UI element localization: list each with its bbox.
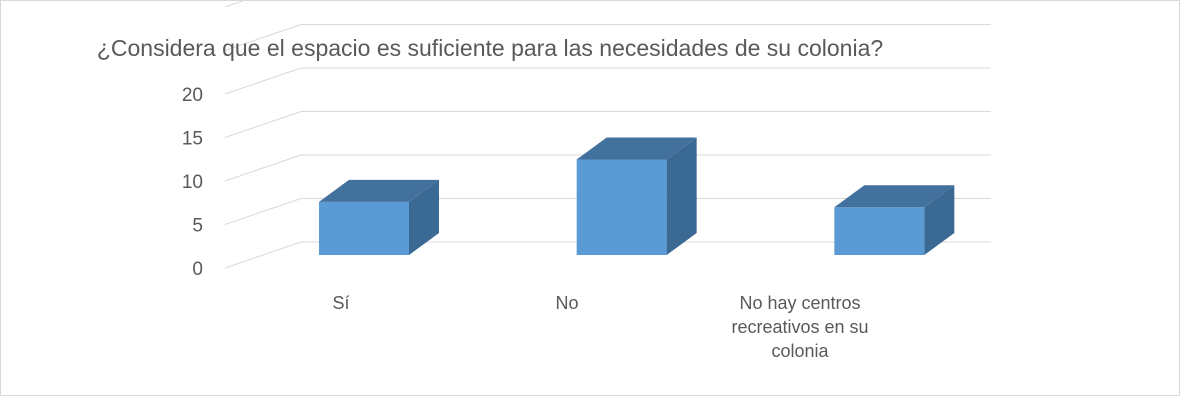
gridline-diagonal <box>224 1 245 8</box>
bar-layer <box>319 137 955 255</box>
y-tick-label: 5 <box>192 216 203 237</box>
x-axis-categories: Sí No No hay centros recreativos en su colon… <box>332 293 868 361</box>
x-category-label-line: colonia <box>771 341 829 361</box>
bar-front <box>576 159 667 255</box>
x-category-label: No <box>555 293 578 313</box>
gridline-diagonal <box>224 198 302 225</box>
y-tick-label: 0 <box>192 259 203 280</box>
gridline-diagonal <box>224 67 302 95</box>
gridline-diagonal <box>224 241 302 269</box>
bar-top <box>576 137 697 160</box>
chart-title: ¿Considera que el espacio es suficiente … <box>97 35 883 61</box>
gridline-diagonal <box>224 111 302 138</box>
gridline-diagonal <box>224 24 302 51</box>
bar-front <box>834 207 925 255</box>
y-tick-label: 15 <box>182 129 203 150</box>
gridline-diagonal <box>224 154 302 182</box>
x-category-label-line: No hay centros <box>739 293 860 313</box>
y-axis-ticks: 0 5 10 15 20 <box>182 85 203 280</box>
bar-side <box>666 137 697 255</box>
x-category-label: Sí <box>332 293 349 313</box>
x-category-label-line: recreativos en su <box>731 317 868 337</box>
x-category-label-line: No <box>555 293 578 313</box>
bar-3 <box>834 185 955 255</box>
y-tick-label: 20 <box>182 85 203 106</box>
bar-front <box>319 201 409 255</box>
bar-1 <box>319 179 439 255</box>
x-category-label: No hay centros recreativos en su colonia <box>731 293 868 361</box>
y-tick-label: 10 <box>182 172 203 193</box>
bar-2 <box>576 137 697 255</box>
x-category-label-line: Sí <box>332 293 349 313</box>
bar-top <box>834 185 955 208</box>
bar-side <box>409 179 439 255</box>
bar-top <box>319 179 439 202</box>
bar-side <box>924 185 955 255</box>
